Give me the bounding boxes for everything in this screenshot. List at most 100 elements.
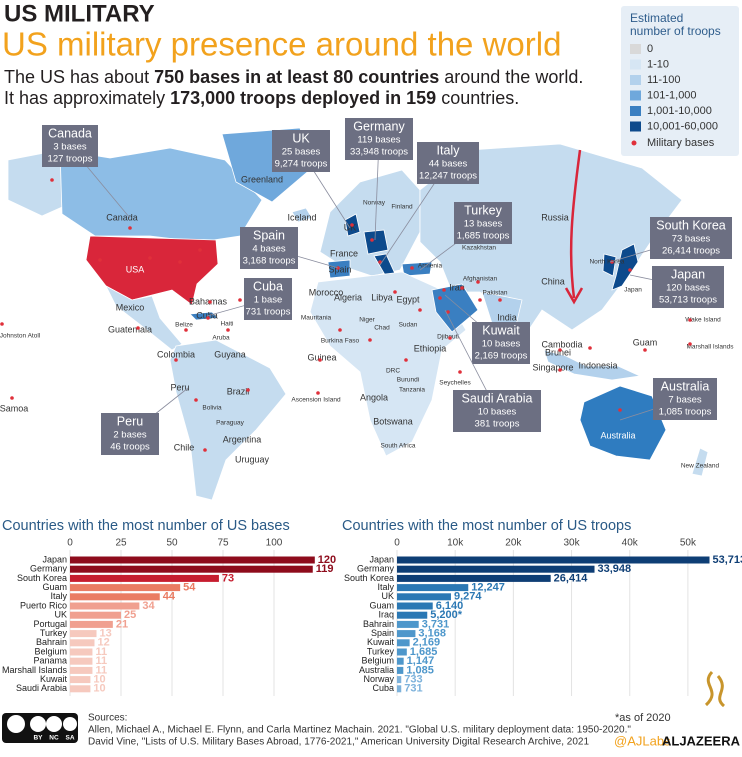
map-label: France	[330, 248, 358, 258]
map-label: Guinea	[307, 352, 336, 362]
y-tick-label: Turkey	[367, 646, 395, 656]
y-tick-label: Saudi Arabia	[16, 683, 67, 693]
base-dot	[98, 258, 102, 262]
land	[602, 253, 617, 277]
source: David Vine, "Lists of U.S. Military Base…	[88, 737, 589, 748]
y-tick-label: Italy	[377, 582, 394, 592]
bar	[397, 630, 416, 638]
map-label: Iran	[449, 282, 465, 292]
value-label: 1,147	[407, 655, 435, 667]
base-dot	[184, 328, 188, 332]
value-label: 3,168	[418, 628, 446, 640]
map-label: China	[541, 276, 565, 286]
map-label: Mauritania	[301, 315, 332, 322]
y-tick-label: Germany	[357, 564, 395, 574]
map-label: Ethiopia	[414, 343, 447, 353]
map-label: Niger	[359, 317, 375, 324]
callout-troops: 731 troops	[246, 307, 291, 318]
land	[319, 169, 421, 277]
map-label: Brazil	[227, 386, 250, 396]
map-label: Djibouti	[437, 334, 459, 341]
callout-name: Cuba	[253, 279, 283, 293]
map-label: New Zealand	[681, 463, 720, 470]
note: *as of 2020	[615, 712, 671, 724]
x-tick-label: 50	[166, 538, 178, 549]
map-label: Bahamas	[189, 296, 228, 306]
land	[579, 385, 667, 461]
legend-swatch	[630, 106, 641, 116]
bar	[397, 565, 595, 573]
legend-title: number of troops	[630, 24, 721, 38]
subtitle-line: The US has about 750 bases in at least 8…	[4, 67, 583, 87]
value-label: 11	[95, 646, 107, 658]
x-tick-label: 30k	[563, 538, 580, 549]
callout-troops: 26,414 troops	[662, 246, 720, 257]
chart-title: Countries with the most number of US bas…	[2, 518, 290, 534]
map-label: Botswana	[373, 416, 413, 426]
land	[189, 311, 219, 321]
callout-bases: 44 bases	[429, 159, 468, 170]
map-label: Pakistan	[483, 290, 508, 297]
bar	[70, 602, 140, 610]
title: US military presence around the world	[2, 26, 561, 63]
base-dot	[618, 408, 622, 412]
value-label: 10	[93, 683, 105, 695]
callout-box	[42, 125, 98, 167]
callout-name: Australia	[661, 379, 710, 393]
map-label: Bolivia	[202, 405, 222, 412]
base-dot	[688, 342, 692, 346]
legend-swatch	[630, 121, 641, 132]
base-dot	[0, 322, 4, 326]
value-label: 1,085	[406, 664, 434, 676]
value-label: 21	[116, 618, 128, 630]
map-label: Haiti	[220, 321, 233, 328]
legend-title: Estimated	[630, 11, 683, 25]
callout-troops: 12,247 troops	[419, 171, 477, 182]
bar	[397, 676, 402, 684]
kicker: US MILITARY	[4, 0, 155, 27]
map-label: Sudan	[399, 322, 418, 329]
base-dot	[203, 448, 207, 452]
bar	[397, 593, 451, 601]
base-dot	[136, 326, 140, 330]
subtitle-part: 173,000 troops deployed in 159	[170, 88, 436, 108]
value-label: 2,169	[413, 637, 441, 649]
y-tick-label: Guam	[42, 582, 67, 592]
map-label: Armenia	[418, 263, 443, 270]
callout-box	[244, 278, 292, 320]
map-label: North Korea	[589, 259, 624, 266]
bar	[70, 676, 91, 684]
bar	[70, 685, 91, 693]
y-tick-label: South Korea	[344, 573, 394, 583]
map-label: Burundi	[397, 377, 419, 384]
base-dot	[206, 316, 210, 320]
bar	[70, 584, 181, 592]
x-tick-label: 0	[394, 538, 400, 549]
y-tick-label: Bahrain	[363, 619, 394, 629]
callout-bases: 10 bases	[478, 407, 517, 418]
callout-bases: 1 base	[254, 295, 283, 306]
base-dot	[393, 290, 397, 294]
callout-box	[652, 266, 724, 308]
land	[401, 261, 433, 277]
base-dots	[0, 178, 692, 452]
value-label: 5,200*	[430, 609, 463, 621]
callout-bases: 73 bases	[672, 234, 711, 245]
base-dot	[208, 300, 212, 304]
y-tick-label: Australia	[359, 665, 394, 675]
map-label: Mexico	[116, 302, 145, 312]
license-label: BY	[33, 735, 43, 742]
callout-troops: 9,274 troops	[275, 159, 328, 170]
base-dot	[410, 266, 414, 270]
map-label: Belize	[175, 322, 193, 329]
y-tick-label: UK	[381, 591, 394, 601]
value-label: 10	[93, 674, 105, 686]
land	[691, 447, 709, 477]
land	[431, 283, 479, 333]
legend-swatch	[630, 59, 641, 70]
callout-name: Peru	[117, 414, 143, 428]
chart-title: Countries with the most number of US tro…	[342, 518, 631, 534]
map-label: Burkina Faso	[321, 338, 360, 345]
charts: Countries with the most number of US bas…	[2, 518, 742, 696]
